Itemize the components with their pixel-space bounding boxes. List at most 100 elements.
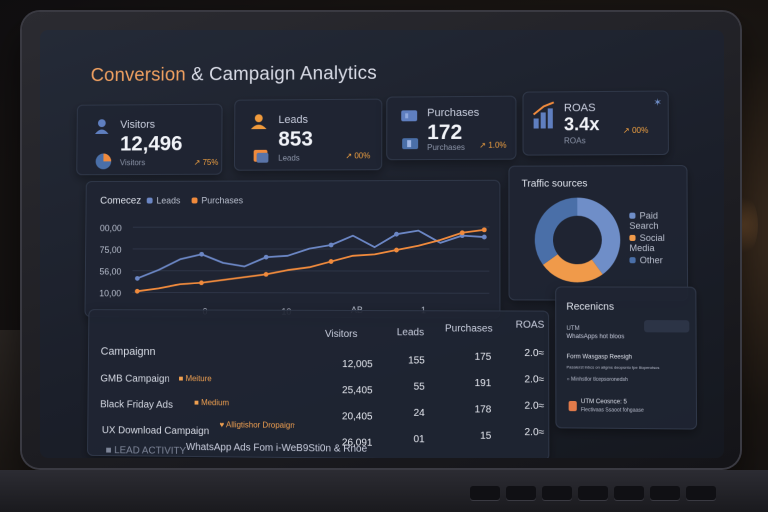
- line-chart: [132, 219, 489, 305]
- key: [650, 486, 680, 500]
- traffic-title: Traffic sources: [522, 178, 588, 189]
- title-rest: & Campaign Analytics: [191, 63, 377, 85]
- campaign-name[interactable]: GMB Campaign: [100, 374, 170, 385]
- cell-visitors: 20,405: [313, 411, 373, 423]
- kpi-sub: Visitors: [120, 158, 145, 167]
- kpi-sub: Leads: [278, 154, 300, 163]
- donut-slice[interactable]: [544, 207, 578, 260]
- recent-title: Recenicns: [566, 302, 614, 313]
- data-point: [482, 227, 487, 232]
- traffic-sources-card: Traffic sources Paid Search Social Media…: [508, 165, 688, 301]
- cell-visitors: 25,405: [313, 385, 373, 396]
- key: [686, 486, 716, 500]
- key: [470, 486, 500, 500]
- key: [578, 486, 608, 500]
- box-icon: [401, 137, 421, 151]
- utm-label: UTM: [566, 326, 579, 332]
- kpi-value: 853: [278, 128, 313, 152]
- kpi-trend-value: 75%: [203, 158, 219, 167]
- pie-icon: [95, 153, 113, 171]
- document-icon: [569, 401, 577, 411]
- recent-item-title[interactable]: UTM Ceosnce: 5: [581, 399, 627, 405]
- donut-slice[interactable]: [577, 207, 611, 267]
- kpi-trend: ↗ 1.0%: [479, 141, 506, 150]
- dashboard: Conversion & Campaign Analytics Visitors…: [44, 30, 724, 458]
- data-point: [460, 230, 465, 235]
- recent-item-title[interactable]: Form Wasgasp Reesigh: [566, 354, 632, 360]
- cell-leads: 01: [385, 434, 425, 446]
- key: [542, 486, 572, 500]
- laptop-screen: Conversion & Campaign Analytics Visitors…: [40, 30, 724, 458]
- y-tick-label: 00,00: [100, 223, 122, 233]
- campaign-table-card: Campaignn Visitors Leads Purchases ROAS …: [87, 309, 549, 458]
- legend-purchases: Purchases: [192, 195, 244, 205]
- laptop-keyboard: [0, 470, 768, 512]
- cell-purchases: 191: [451, 378, 491, 389]
- col-purchases: Purchases: [445, 323, 493, 334]
- y-tick-label: 10,00: [99, 288, 121, 298]
- donut-slice[interactable]: [550, 260, 597, 274]
- kpi-label: ROAS: [564, 102, 596, 114]
- traffic-legend-item: Social Media: [629, 233, 687, 253]
- traffic-legend-item: Other: [629, 255, 662, 265]
- data-point: [199, 252, 204, 257]
- kpi-sub: ROAs: [564, 136, 586, 145]
- kpi-label: Visitors: [120, 119, 155, 131]
- recent-item-note-text: Minhstlor tlcepsoronedsh: [571, 377, 628, 383]
- cell-roas: 2.0≈: [504, 400, 545, 411]
- page-title: Conversion & Campaign Analytics: [91, 63, 377, 87]
- campaign-tag-text: Alligtishor Dropaign: [226, 420, 295, 430]
- campaign-tag: ♥ Alligtishor Dropaign: [220, 420, 295, 430]
- data-point: [264, 255, 269, 260]
- campaign-tag: ■ Medium: [194, 398, 229, 407]
- y-tick-label: 75,00: [100, 245, 122, 255]
- data-point: [329, 243, 334, 248]
- kpi-sub: Purchases: [427, 143, 465, 152]
- donut-chart: [534, 197, 622, 284]
- cell-roas: 2.0≈: [503, 348, 544, 359]
- series-line-leads: [137, 231, 484, 279]
- kpi-label: Purchases: [427, 107, 479, 119]
- sparkle-icon: ✶: [653, 98, 662, 109]
- col-leads: Leads: [397, 327, 424, 338]
- kpi-card-roas[interactable]: ROAS 3.4x ROAs ↗ 00% ✶: [522, 91, 668, 156]
- cell-purchases: 15: [451, 430, 491, 442]
- kpi-trend-value: 00%: [632, 126, 648, 135]
- key: [506, 486, 536, 500]
- traffic-legend-label: Other: [640, 255, 663, 265]
- cell-roas: 2.0≈: [504, 374, 545, 385]
- data-point: [135, 276, 140, 281]
- cell-leads: 155: [385, 355, 425, 366]
- kpi-trend: ↗ 00%: [623, 126, 648, 135]
- user-icon: [93, 117, 111, 135]
- campaign-tag: ■ Meiture: [179, 374, 212, 383]
- users-icon: [249, 112, 269, 130]
- data-point: [199, 280, 204, 285]
- y-tick-label: 56,00: [99, 267, 121, 277]
- lead-activity-label: LEAD ACTIVITY: [114, 445, 186, 457]
- data-point: [135, 289, 140, 294]
- kpi-card-purchases[interactable]: Purchases 172 Purchases ↗ 1.0%: [386, 96, 516, 161]
- campaign-name[interactable]: UX Download Campaign: [102, 425, 209, 437]
- cell-leads: 55: [385, 381, 425, 392]
- data-point: [394, 248, 399, 253]
- campaign-name[interactable]: Black Friday Ads: [100, 399, 173, 411]
- cell-purchases: 175: [451, 352, 491, 363]
- data-point: [264, 272, 269, 277]
- legend-leads: Leads: [147, 196, 181, 206]
- kpi-card-leads[interactable]: Leads 853 Leads ↗ 00%: [234, 99, 382, 171]
- col-visitors: Visitors: [325, 329, 358, 340]
- campaign-tag-text: Medium: [201, 398, 229, 407]
- conversion-chart-card: Comecez Leads Purchases 00,00 75,00 56,0…: [84, 180, 500, 319]
- key: [614, 486, 644, 500]
- data-point: [482, 235, 487, 240]
- kpi-trend-value: 1.0%: [488, 141, 506, 150]
- kpi-card-visitors[interactable]: Visitors 12,496 Visitors ↗ 75%: [76, 104, 222, 176]
- chart-title: Comecez: [100, 196, 141, 207]
- funnel-icon: [253, 148, 271, 164]
- recent-item-sub: Flectivaas Ssaoot fohgaase: [581, 407, 644, 414]
- recent-activity-card: Recenicns UTM WhatsApps hot bloos Form W…: [555, 286, 697, 429]
- cell-visitors: 12,005: [313, 359, 373, 370]
- grid-line: [132, 292, 489, 293]
- utm-input[interactable]: [644, 320, 689, 332]
